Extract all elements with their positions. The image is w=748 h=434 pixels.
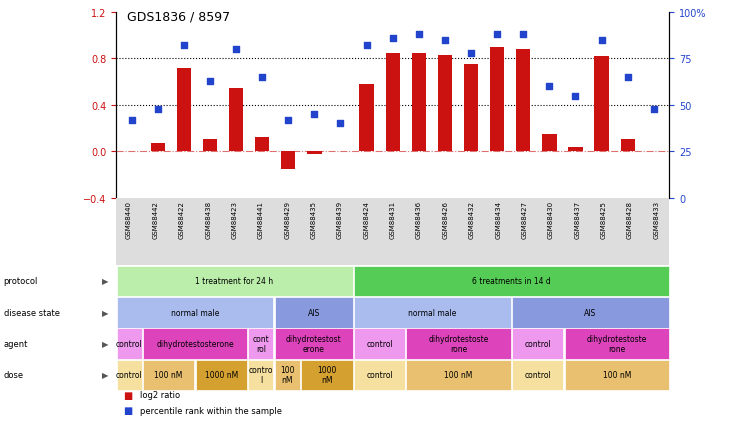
- Point: [387, 36, 399, 43]
- Text: GSM88432: GSM88432: [469, 201, 475, 238]
- Text: GSM88441: GSM88441: [258, 201, 264, 238]
- Point: [178, 43, 190, 50]
- Point: [648, 106, 660, 113]
- Text: ▶: ▶: [102, 371, 108, 379]
- Text: ▶: ▶: [102, 308, 108, 317]
- Text: GDS1836 / 8597: GDS1836 / 8597: [127, 11, 230, 24]
- Bar: [490, 48, 504, 152]
- Point: [256, 74, 268, 81]
- Text: GSM88422: GSM88422: [179, 201, 185, 238]
- Bar: [385, 53, 400, 152]
- Text: GSM88427: GSM88427: [521, 201, 527, 238]
- Point: [361, 43, 373, 50]
- Bar: [595, 57, 609, 152]
- Bar: [568, 148, 583, 152]
- Bar: [411, 53, 426, 152]
- Point: [595, 37, 607, 44]
- Bar: [307, 152, 322, 155]
- Text: normal male: normal male: [408, 308, 456, 317]
- Bar: [438, 56, 452, 152]
- Point: [491, 32, 503, 39]
- Text: GSM88429: GSM88429: [284, 201, 290, 238]
- Text: GSM88439: GSM88439: [337, 201, 343, 239]
- Text: 1000
nM: 1000 nM: [317, 366, 337, 384]
- Point: [569, 93, 581, 100]
- Bar: [359, 85, 374, 152]
- Text: control: control: [116, 371, 143, 379]
- Bar: [516, 50, 530, 152]
- Point: [152, 106, 164, 113]
- Text: GSM88425: GSM88425: [601, 201, 607, 238]
- Bar: [542, 135, 557, 152]
- Text: dose: dose: [4, 371, 24, 379]
- Point: [439, 37, 451, 44]
- Text: 100 nM: 100 nM: [444, 371, 473, 379]
- Text: AIS: AIS: [584, 308, 596, 317]
- Text: control: control: [524, 371, 551, 379]
- Text: 6 treatments in 14 d: 6 treatments in 14 d: [472, 277, 551, 286]
- Text: GSM88426: GSM88426: [442, 201, 448, 238]
- Text: percentile rank within the sample: percentile rank within the sample: [140, 406, 282, 414]
- Text: ▶: ▶: [102, 277, 108, 286]
- Bar: [203, 139, 217, 152]
- Bar: [229, 88, 243, 152]
- Text: GSM88435: GSM88435: [310, 201, 316, 238]
- Text: dihydrotestost
erone: dihydrotestost erone: [286, 335, 342, 353]
- Point: [465, 50, 477, 57]
- Text: contro
l: contro l: [248, 366, 273, 384]
- Text: ■: ■: [123, 405, 132, 415]
- Text: GSM88423: GSM88423: [232, 201, 238, 238]
- Text: GSM88436: GSM88436: [416, 201, 422, 239]
- Bar: [150, 144, 165, 152]
- Text: dihydrotestoste
rone: dihydrotestoste rone: [586, 335, 647, 353]
- Text: control: control: [366, 339, 393, 348]
- Text: ▶: ▶: [102, 339, 108, 348]
- Text: ■: ■: [123, 390, 132, 400]
- Point: [413, 32, 425, 39]
- Text: GSM88442: GSM88442: [153, 201, 159, 238]
- Text: GSM88424: GSM88424: [364, 201, 370, 238]
- Text: GSM88431: GSM88431: [390, 201, 396, 239]
- Text: AIS: AIS: [307, 308, 319, 317]
- Point: [204, 78, 216, 85]
- Text: 100
nM: 100 nM: [280, 366, 295, 384]
- Point: [518, 32, 530, 39]
- Text: 100 nM: 100 nM: [603, 371, 631, 379]
- Point: [622, 74, 634, 81]
- Point: [282, 117, 294, 124]
- Text: cont
rol: cont rol: [253, 335, 269, 353]
- Text: disease state: disease state: [4, 308, 60, 317]
- Bar: [255, 138, 269, 152]
- Text: control: control: [524, 339, 551, 348]
- Point: [308, 112, 320, 118]
- Point: [543, 84, 555, 91]
- Text: dihydrotestoste
rone: dihydrotestoste rone: [429, 335, 488, 353]
- Bar: [621, 139, 635, 152]
- Text: control: control: [366, 371, 393, 379]
- Bar: [281, 152, 295, 169]
- Text: agent: agent: [4, 339, 28, 348]
- Text: GSM88437: GSM88437: [574, 201, 580, 239]
- Text: normal male: normal male: [171, 308, 219, 317]
- Text: GSM88438: GSM88438: [205, 201, 211, 239]
- Point: [334, 121, 346, 128]
- Bar: [464, 65, 478, 152]
- Text: 100 nM: 100 nM: [155, 371, 183, 379]
- Text: 1000 nM: 1000 nM: [205, 371, 238, 379]
- Text: protocol: protocol: [4, 277, 38, 286]
- Text: control: control: [116, 339, 143, 348]
- Text: GSM88428: GSM88428: [627, 201, 633, 238]
- Point: [230, 46, 242, 53]
- Text: GSM88434: GSM88434: [495, 201, 501, 238]
- Text: log2 ratio: log2 ratio: [140, 391, 180, 399]
- Text: GSM88430: GSM88430: [548, 201, 554, 239]
- Text: GSM88433: GSM88433: [653, 201, 659, 239]
- Bar: [177, 69, 191, 152]
- Text: GSM88440: GSM88440: [126, 201, 132, 238]
- Text: 1 treatment for 24 h: 1 treatment for 24 h: [195, 277, 274, 286]
- Text: dihydrotestosterone: dihydrotestosterone: [156, 339, 234, 348]
- Point: [126, 117, 138, 124]
